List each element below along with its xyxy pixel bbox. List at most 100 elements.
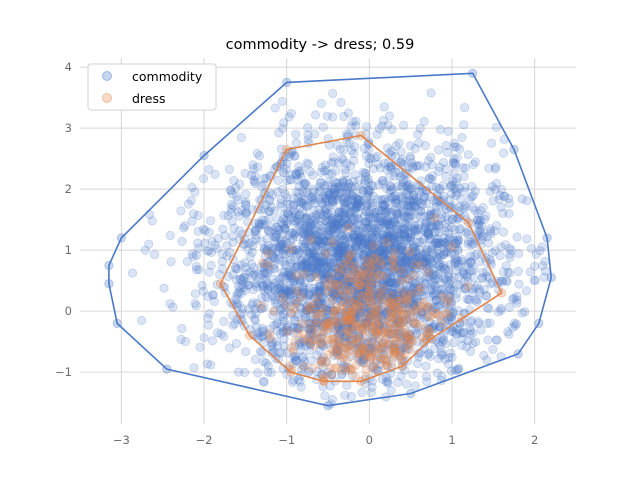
commodity-point bbox=[273, 318, 283, 328]
commodity-point bbox=[453, 239, 463, 249]
commodity-point bbox=[446, 313, 456, 323]
commodity-point bbox=[484, 273, 494, 283]
commodity-point bbox=[375, 289, 385, 299]
commodity-point bbox=[302, 306, 312, 316]
commodity-point bbox=[437, 284, 447, 294]
commodity-point bbox=[416, 198, 426, 208]
commodity-point bbox=[413, 230, 423, 240]
commodity-point bbox=[504, 329, 514, 339]
dress-point bbox=[415, 283, 425, 293]
commodity-point bbox=[347, 335, 357, 345]
commodity-point bbox=[442, 246, 452, 256]
commodity-point bbox=[365, 222, 375, 232]
commodity-point bbox=[237, 205, 247, 215]
commodity-point bbox=[282, 192, 292, 202]
commodity-point bbox=[241, 268, 251, 278]
commodity-point bbox=[316, 319, 326, 329]
commodity-point bbox=[374, 223, 384, 233]
commodity-point bbox=[276, 312, 286, 322]
commodity-point bbox=[204, 267, 214, 277]
commodity-point bbox=[251, 278, 261, 288]
commodity-point bbox=[375, 163, 385, 173]
commodity-point bbox=[402, 181, 412, 191]
commodity-point bbox=[378, 230, 388, 240]
commodity-point bbox=[367, 258, 377, 268]
commodity-point bbox=[291, 356, 301, 366]
commodity-point bbox=[166, 257, 176, 267]
commodity-point bbox=[367, 233, 377, 243]
commodity-point bbox=[382, 244, 392, 254]
commodity-point bbox=[236, 260, 246, 270]
commodity-point bbox=[264, 206, 274, 216]
commodity-point bbox=[248, 270, 258, 280]
commodity-point bbox=[298, 353, 308, 363]
commodity-point bbox=[270, 232, 280, 242]
commodity-point bbox=[334, 245, 344, 255]
commodity-point bbox=[314, 280, 324, 290]
commodity-point bbox=[437, 262, 447, 272]
commodity-point bbox=[382, 215, 392, 225]
commodity-point bbox=[360, 263, 370, 273]
commodity-point bbox=[186, 195, 196, 205]
commodity-point bbox=[332, 236, 342, 246]
commodity-point bbox=[459, 327, 469, 337]
commodity-point bbox=[327, 247, 337, 257]
commodity-point bbox=[261, 200, 271, 210]
commodity-point bbox=[291, 170, 301, 180]
commodity-point bbox=[384, 232, 394, 242]
commodity-point bbox=[428, 265, 438, 275]
commodity-point bbox=[262, 234, 272, 244]
commodity-point bbox=[302, 213, 312, 223]
commodity-point bbox=[272, 247, 282, 257]
commodity-point bbox=[448, 157, 458, 167]
commodity-point bbox=[407, 261, 417, 271]
commodity-point bbox=[327, 196, 337, 206]
commodity-point bbox=[447, 223, 457, 233]
commodity-point bbox=[231, 275, 241, 285]
commodity-point bbox=[353, 296, 363, 306]
commodity-point bbox=[488, 196, 498, 206]
commodity-point bbox=[318, 256, 328, 266]
commodity-point bbox=[338, 176, 348, 186]
commodity-point bbox=[314, 299, 324, 309]
commodity-point bbox=[458, 268, 468, 278]
commodity-point bbox=[226, 186, 236, 196]
commodity-point bbox=[431, 239, 441, 249]
commodity-point bbox=[219, 210, 229, 220]
commodity-point bbox=[448, 177, 458, 187]
commodity-point bbox=[245, 251, 255, 261]
commodity-point bbox=[414, 283, 424, 293]
commodity-point bbox=[342, 159, 352, 169]
commodity-point bbox=[391, 141, 401, 151]
commodity-point bbox=[505, 268, 515, 278]
commodity-point bbox=[342, 188, 352, 198]
commodity-point bbox=[473, 227, 483, 237]
commodity-point bbox=[453, 364, 463, 374]
commodity-point bbox=[386, 385, 396, 395]
commodity-point bbox=[352, 285, 362, 295]
commodity-point bbox=[404, 162, 414, 172]
commodity-point bbox=[372, 151, 382, 161]
commodity-point bbox=[303, 323, 313, 333]
commodity-point bbox=[328, 157, 338, 167]
commodity-point bbox=[376, 195, 386, 205]
commodity-point bbox=[378, 250, 388, 260]
commodity-point bbox=[333, 183, 343, 193]
commodity-point bbox=[159, 283, 169, 293]
commodity-point bbox=[407, 158, 417, 168]
commodity-point bbox=[421, 257, 431, 267]
commodity-point bbox=[294, 324, 304, 334]
commodity-point bbox=[274, 348, 284, 358]
commodity-point bbox=[397, 327, 407, 337]
commodity-point bbox=[364, 240, 374, 250]
commodity-point bbox=[437, 372, 447, 382]
dress-point bbox=[330, 338, 340, 348]
commodity-point bbox=[373, 280, 383, 290]
commodity-point bbox=[399, 289, 409, 299]
commodity-point bbox=[401, 303, 411, 313]
commodity-point bbox=[458, 266, 468, 276]
y-tick-label: 3 bbox=[65, 121, 72, 135]
commodity-point bbox=[267, 202, 277, 212]
commodity-point bbox=[357, 275, 367, 285]
dress-point bbox=[389, 248, 399, 258]
